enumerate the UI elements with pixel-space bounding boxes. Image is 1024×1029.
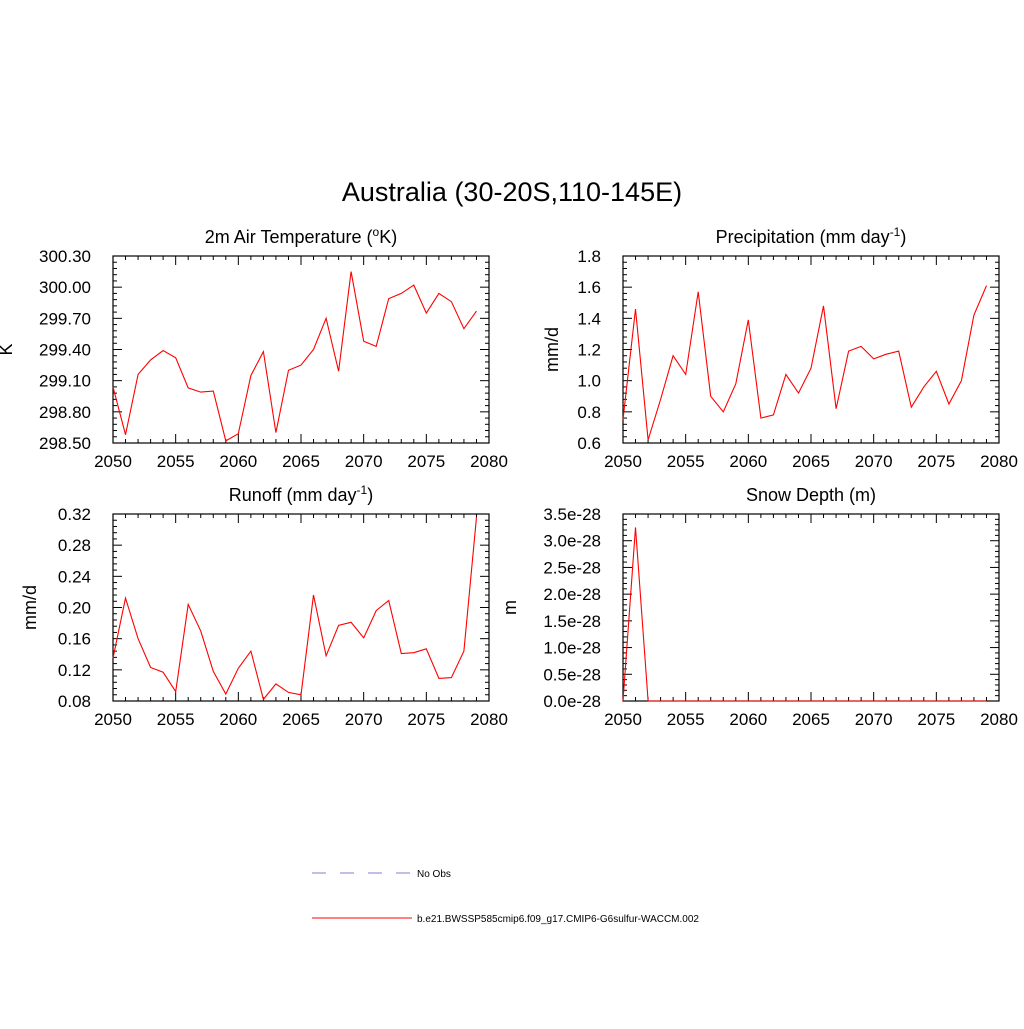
x-tick-label: 2070 [855,452,893,471]
y-tick-label: 0.12 [58,661,91,680]
x-tick-label: 2070 [345,452,383,471]
series-line [622,285,988,441]
y-tick-label: 1.0 [577,372,601,391]
y-tick-label: 299.40 [39,341,91,360]
y-tick-label: 0.0e-28 [543,692,601,711]
panel-title-main: Runoff (mm day [229,485,357,505]
y-tick-label: 1.0e-28 [543,639,601,658]
x-tick-label: 2050 [94,710,132,729]
y-tick-label: 1.2 [577,341,601,360]
x-tick-label: 2060 [729,710,767,729]
y-tick-label: 299.70 [39,309,91,328]
x-tick-label: 2055 [667,452,705,471]
series-line [112,271,477,442]
plot-frame [622,513,1000,702]
y-tick-label: 2.0e-28 [543,585,601,604]
panel-title-sup: o [373,225,380,239]
y-tick-label: 0.08 [58,692,91,711]
panel-title: Snow Depth (m) [746,485,876,505]
x-tick-label: 2080 [470,710,508,729]
series-line [112,517,478,701]
series-line [622,527,987,702]
x-tick-label: 2065 [282,452,320,471]
x-tick-label: 2080 [470,452,508,471]
y-tick-label: 1.8 [577,247,601,266]
y-axis-label: K [0,343,16,355]
x-tick-label: 2075 [917,452,955,471]
y-tick-label: 2.5e-28 [543,558,601,577]
panel-precipitation: Precipitation (mm day-1) 2050 2055 2060 2065… [542,225,1018,471]
panel-title: 2m Air Temperature (oK) [205,225,397,247]
y-tick-label: 300.00 [39,278,91,297]
x-tick-label: 2070 [855,710,893,729]
y-tick-label: 0.8 [577,403,601,422]
x-tick-label: 2065 [792,710,830,729]
panel-title-after: K) [379,227,397,247]
x-tick-label: 2080 [980,452,1018,471]
y-tick-label: 0.5e-28 [543,665,601,684]
y-tick-label: 0.28 [58,536,91,555]
x-tick-label: 2070 [345,710,383,729]
x-tick-label: 2075 [407,710,445,729]
x-tick-label: 2065 [792,452,830,471]
figure-title: Australia (30-20S,110-145E) [342,177,682,207]
y-tick-label: 300.30 [39,247,91,266]
panel-title-main: Precipitation (mm day [716,227,890,247]
y-tick-label: 0.6 [577,434,601,453]
y-tick-label: 1.6 [577,278,601,297]
x-tick-label: 2080 [980,710,1018,729]
legend: No Obs b.e21.BWSSP585cmip6.f09_g17.CMIP6… [312,869,699,925]
y-tick-label: 1.4 [577,309,601,328]
x-tick-label: 2075 [917,710,955,729]
plot-frame [622,255,1000,444]
x-tick-label: 2075 [407,452,445,471]
y-tick-label: 0.32 [58,505,91,524]
panel-title-main: Snow Depth (m) [746,485,876,505]
panel-air-temperature: 2m Air Temperature (oK) 2050 2055 2060 2065 2… [0,225,508,471]
panel-snow-depth: Snow Depth (m) 2050 2055 2060 2065 2070 2075 20… [500,485,1018,729]
plot-frame [112,255,490,444]
panel-runoff: Runoff (mm day-1) 2050 2055 2060 2065 2070 207… [20,483,508,729]
y-tick-label: 1.5e-28 [543,612,601,631]
x-tick-label: 2050 [94,452,132,471]
y-tick-label: 0.24 [58,567,91,586]
panel-title: Precipitation (mm day-1) [716,225,907,247]
x-tick-label: 2050 [604,710,642,729]
panel-title-sup: -1 [890,225,901,239]
legend-label-no-obs: No Obs [417,869,451,880]
panel-title-main: 2m Air Temperature ( [205,227,373,247]
y-tick-label: 0.20 [58,599,91,618]
x-tick-label: 2060 [729,452,767,471]
panel-title-after: ) [900,227,906,247]
x-tick-label: 2060 [219,710,257,729]
panel-title-after: ) [367,485,373,505]
y-tick-label: 298.80 [39,403,91,422]
panel-title-sup: -1 [357,483,368,497]
x-tick-label: 2050 [604,452,642,471]
y-axis-label: m [500,600,520,615]
x-tick-label: 2060 [219,452,257,471]
x-tick-label: 2055 [157,452,195,471]
y-tick-label: 298.50 [39,434,91,453]
y-axis-label: mm/d [542,327,562,372]
y-tick-label: 299.10 [39,372,91,391]
x-tick-label: 2055 [667,710,705,729]
plot-frame [112,513,490,702]
panel-title: Runoff (mm day-1) [229,483,373,505]
y-axis-label: mm/d [20,585,40,630]
x-tick-label: 2065 [282,710,320,729]
x-tick-label: 2055 [157,710,195,729]
y-tick-label: 3.0e-28 [543,532,601,551]
y-tick-label: 3.5e-28 [543,505,601,524]
legend-label-model-run: b.e21.BWSSP585cmip6.f09_g17.CMIP6-G6sulf… [417,914,699,925]
y-tick-label: 0.16 [58,630,91,649]
